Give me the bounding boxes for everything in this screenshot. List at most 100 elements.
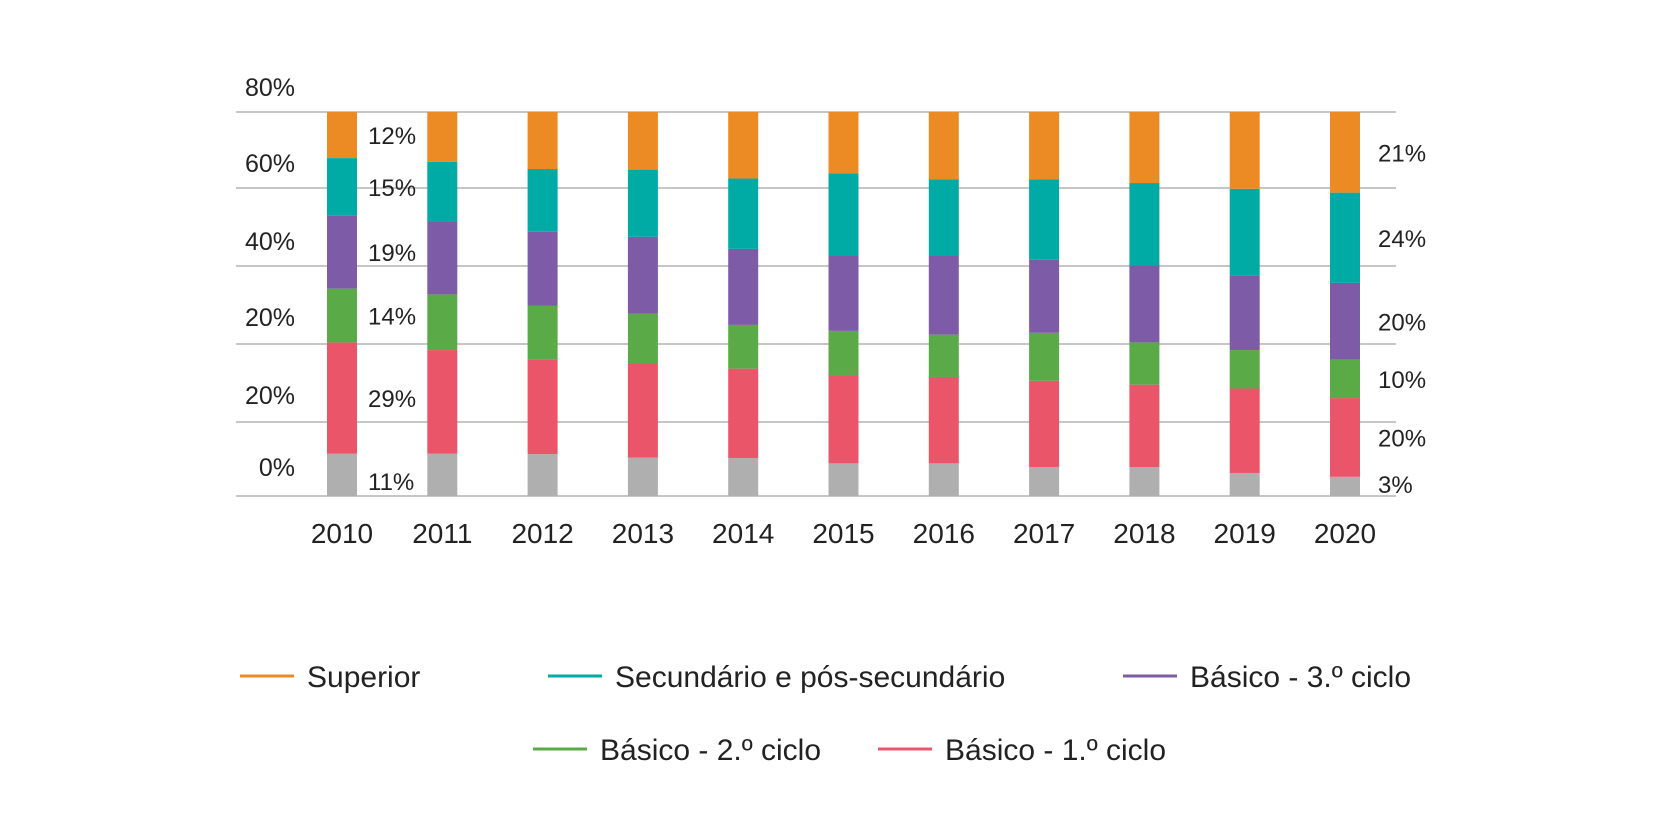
bar-segment-sec [427,161,458,222]
bar-segment-b2 [1129,342,1160,385]
bar-segment-sec [1129,183,1160,266]
bar-segment-none [928,463,959,496]
bar-segment-sec [1029,179,1060,260]
bar-segment-b1 [1129,384,1160,468]
data-label: 21% [1378,140,1426,167]
bar-segment-sup [1330,112,1360,193]
bar-segment-none [728,457,759,496]
bar-segment-sup [928,112,959,180]
bar-segment-b2 [728,324,759,369]
bar-segment-sec [1229,188,1260,276]
data-label: 10% [1378,367,1426,394]
bar-segment-b3 [427,221,458,295]
bar-segment-none [1229,472,1260,496]
bar-segment-b1 [527,359,558,455]
y-tick-label: 20% [245,304,295,332]
bar-segment-b3 [327,215,357,289]
bar-segment-sup [627,112,658,170]
bar-segment-b1 [427,350,458,454]
data-label: 29% [368,386,416,413]
x-tick-label: 2015 [812,518,874,549]
data-label: 24% [1378,226,1426,253]
bar-segment-sup [1129,112,1160,184]
bar-segment-b1 [1229,388,1260,473]
x-axis-ticks: 2010 2011 2012 2013 2014 2015 2016 2017 2018 2019… [311,518,1376,549]
x-tick-label: 2016 [913,518,975,549]
legend-label-b2: Básico - 2.º ciclo [600,734,821,767]
bar-segment-b2 [1229,350,1260,389]
bar-segment-b2 [327,288,357,343]
bar-segment-sec [527,169,558,232]
bar-segment-none [1129,467,1160,496]
data-label: 12% [368,123,416,150]
bar-segment-b1 [327,342,357,454]
bar-segment-none [427,453,458,496]
bar-segment-b1 [1330,398,1360,477]
bar-segment-b3 [928,256,959,335]
x-tick-label: 2013 [612,518,674,549]
bar-segment-none [627,457,658,496]
bar-segment-sec [1330,192,1360,283]
bar-segment-sup [828,112,859,174]
bar-segment-b1 [728,368,759,458]
data-label: 20% [1378,309,1426,336]
bar-segment-b3 [1330,282,1360,360]
bar-segment-none [327,453,357,496]
bar-segment-b1 [1029,380,1060,468]
data-label: 15% [368,175,416,202]
data-labels: 11% 29% 14% 19% 15% 12% 3% 20% 10% 20% 24% 21% [368,123,1426,499]
y-axis-ticks: 0% 20% 20% 40% 60% 80% [245,74,295,482]
bar-segment-sec [828,173,859,256]
bar-segment-none [527,454,558,496]
bar-segment-b2 [527,305,558,360]
bar-segment-sec [928,179,959,256]
x-tick-label: 2020 [1314,518,1376,549]
x-tick-label: 2017 [1013,518,1075,549]
y-tick-label: 0% [259,454,295,482]
bar-segment-none [1029,467,1060,496]
bar-segment-b3 [1129,265,1160,343]
x-tick-label: 2014 [712,518,774,549]
bar-segment-b2 [928,334,959,377]
legend-label-sup: Superior [307,661,420,694]
x-tick-label: 2011 [412,518,472,549]
bar-segment-sec [327,158,357,216]
data-label: 14% [368,304,416,331]
bar-segment-sup [1029,112,1060,180]
bar-segment-none [1330,476,1360,496]
data-label: 11% [368,469,414,496]
legend-label-b1: Básico - 1.º ciclo [945,734,1166,767]
bar-segment-b1 [928,376,959,464]
bars [327,112,1360,496]
bar-segment-b3 [1029,259,1060,333]
legend-label-sec: Secundário e pós-secundário [615,661,1005,694]
y-tick-label: 40% [245,228,295,256]
legend-label-b3: Básico - 3.º ciclo [1190,661,1411,694]
data-label: 19% [368,240,416,267]
data-label: 20% [1378,425,1426,452]
bar-segment-b1 [627,363,658,458]
legend: Superior Secundário e pós-secundário Básic… [240,661,1411,767]
bar-segment-b3 [828,256,859,331]
y-tick-label: 80% [245,74,295,102]
bar-segment-sup [728,112,759,179]
bar-segment-none [828,463,859,496]
data-label: 3% [1378,472,1413,499]
x-tick-label: 2012 [511,518,573,549]
bar-segment-sup [427,112,458,162]
bar-segment-b2 [1330,359,1360,399]
bar-segment-b2 [828,330,859,376]
x-tick-label: 2019 [1214,518,1276,549]
bar-segment-b3 [527,231,558,306]
bar-segment-b2 [1029,332,1060,381]
bar-segment-b1 [828,375,859,464]
x-tick-label: 2018 [1113,518,1175,549]
bar-segment-sec [728,178,759,249]
x-tick-label: 2010 [311,518,373,549]
bar-segment-sup [527,112,558,170]
bar-segment-b2 [627,313,658,364]
y-tick-label: 60% [245,150,295,178]
bar-segment-b3 [627,236,658,314]
bar-segment-b2 [427,294,458,351]
